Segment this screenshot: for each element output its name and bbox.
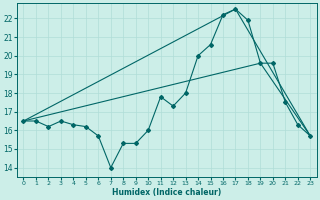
X-axis label: Humidex (Indice chaleur): Humidex (Indice chaleur) <box>112 188 221 197</box>
